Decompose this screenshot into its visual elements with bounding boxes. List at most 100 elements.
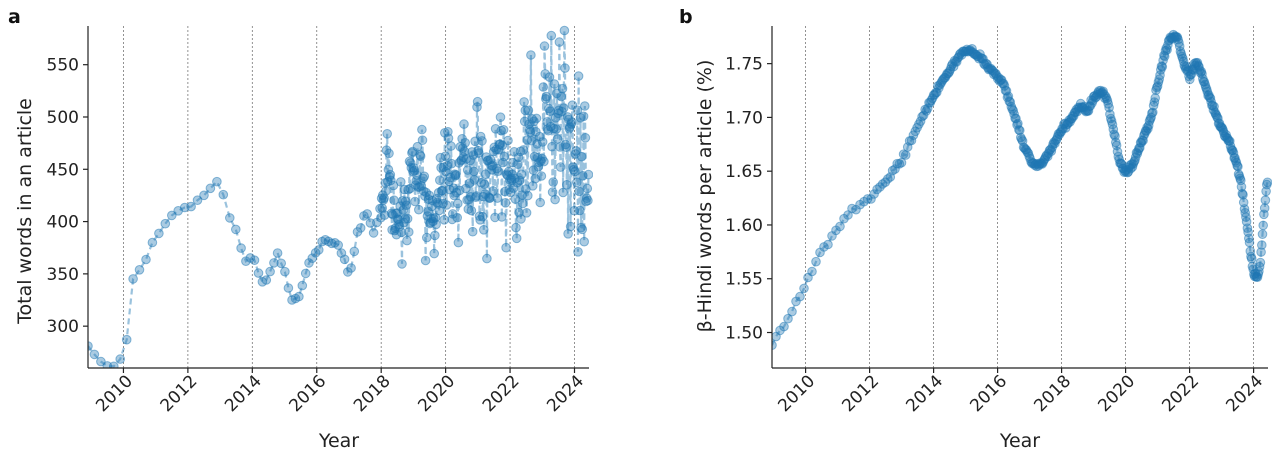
panel-a-data-point [580,133,591,143]
panel-a-x-tick-label: 2010 [92,371,137,416]
panel-a-data-point [538,82,549,92]
panel-a-data-point [537,137,548,147]
panel-a-data-point [469,166,479,177]
panel-a-data-point [429,248,440,259]
panel-a: a 2010 2012 2014 2016 2018 2020 2022 2024 300 350… [8,6,593,452]
panel-a-data-point [381,186,391,196]
panel-b-y-tick-label: 1.75 [725,55,763,75]
panel-a-data-point [501,242,511,253]
panel-a-data-point [490,212,500,223]
panel-a-data-point [253,268,264,278]
panel-a-data-point [526,50,536,60]
panel-a-data-point [493,166,503,176]
panel-a-data-point [396,177,406,187]
panel-a-data-point [474,148,484,158]
panel-a-data-point [479,225,489,235]
panel-a-data-point [560,63,570,73]
panel-b-series [772,29,1272,350]
panel-a-data-point [121,334,132,345]
panel-a-data-point [492,193,503,203]
panel-b-data-point [1246,253,1257,264]
panel-a-data-point [567,117,577,127]
panel-a-data-point [272,248,283,258]
panel-a-data-point [439,215,450,225]
panel-b: b 2010 2012 2014 2016 2018 2020 2022 2024 1.50 1.… [679,6,1272,452]
panel-a-y-tick-label: 400 [47,213,79,233]
panel-a-data-point [519,97,529,107]
panel-a-x-tick-label: 2022 [479,371,524,416]
panel-a-data-point [531,113,542,124]
panel-a-data-point [368,228,379,238]
panel-a-data-point [167,210,177,221]
panel-a-data-point [446,141,456,151]
panel-a-data-point [134,265,145,275]
panel-a-x-tick-label: 2024 [543,371,588,416]
panel-a-data-point [539,41,550,51]
panel-a-data-point [477,136,487,146]
panel-a-data-point [563,229,573,239]
panel-a-data-point [577,224,588,235]
panel-a-data-point [355,223,366,233]
panel-a-data-point [160,218,171,229]
panel-a-series [88,25,593,368]
panel-a-data-point [474,211,485,221]
panel-a-data-point [550,194,560,205]
panel-a-data-point [419,171,430,182]
panel-a-data-point [578,111,589,122]
panel-a-data-point [579,236,590,247]
panel-b-y-tick-label: 1.55 [725,270,763,290]
panel-a-data-point [523,190,533,201]
panel-a-data-point [561,142,572,152]
panel-a-data-point [386,175,396,186]
panel-a-data-point [518,145,529,155]
panel-a-data-point [546,30,557,41]
panel-b-x-tick-label: 2024 [1222,371,1267,416]
panel-b-data-point [787,306,797,317]
panel-a-label: a [8,6,21,28]
panel-a-x-tick-label: 2016 [286,371,331,416]
panel-a-data-point [186,201,196,212]
panel-a-data-point [452,212,463,223]
panel-a-data-point [402,213,413,224]
panel-a-data-point [415,151,426,161]
panel-a-data-point [541,91,552,102]
panel-a-data-point [437,185,448,196]
panel-a-data-point [405,158,416,168]
panel-b-data-point [1260,195,1271,205]
panel-a-data-point [446,158,457,169]
panel-a-data-point [398,205,409,215]
panel-a-data-point [212,176,222,187]
panel-b-y-tick-label: 1.50 [725,324,763,344]
panel-b-y-tick-label: 1.65 [725,162,763,182]
panel-a-data-point [400,214,410,224]
panel-a-data-point [416,180,427,191]
panel-b-data-point [811,256,821,267]
panel-a-data-point [346,263,356,273]
panel-b-x-tick-label: 2018 [1030,371,1075,416]
panel-a-data-point [205,183,216,194]
panel-b-data-point [1205,93,1216,103]
panel-a-y-tick-label: 350 [47,265,79,285]
panel-a-y-tick-label: 450 [47,160,79,180]
panel-a-data-point [391,229,402,240]
panel-a-data-point [236,243,246,253]
panel-a-data-point [192,195,203,205]
panel-a-data-point [467,226,478,237]
panel-a-data-point [575,205,585,216]
panel-a-data-point [571,146,581,156]
panel-a-data-point [218,189,229,200]
panel-b-data-point [1143,123,1153,134]
panel-b-x-tick-label: 2016 [966,371,1011,416]
panel-a-data-point [548,177,559,187]
panel-a-data-point [297,280,308,291]
panel-a-y-tick-label: 500 [47,108,79,128]
panel-b-data-point [862,194,873,204]
panel-a-data-point [453,198,463,209]
panel-a-data-point [383,164,394,175]
panel-b-data-point [1150,93,1160,103]
panel-a-data-point [231,224,241,235]
panel-b-x-tick-label: 2012 [838,371,883,416]
panel-a-data-point [490,124,501,134]
panel-b-data-point [869,189,879,199]
panel-a-data-point [516,169,527,180]
